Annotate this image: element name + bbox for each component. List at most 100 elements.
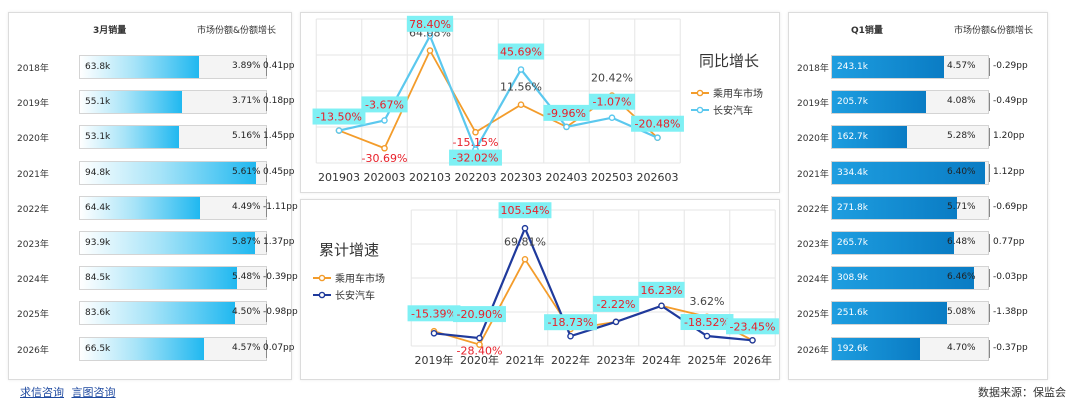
chart-title: 累计增速 [319,241,379,259]
data-label-box [592,295,640,312]
row-year: 2025年 [17,310,49,321]
x-tick-label: 202403 [546,171,588,184]
market-share: 4.70% [947,342,976,353]
share-growth: 0.41pp [263,61,295,71]
separator [989,163,990,182]
sales-bar [832,302,948,325]
footer-link-qiuxin[interactable]: 求信咨询 [20,386,64,399]
x-tick-label: 2022年 [551,353,590,367]
share-growth: 0.77pp [993,237,1025,247]
separator [989,128,990,147]
share-growth: -0.49pp [993,96,1028,107]
x-tick-label: 2021年 [506,353,545,367]
row-year: 2023年 [17,240,49,250]
share-growth: -0.98pp [263,307,298,318]
data-point [654,134,661,142]
data-label-text: -3.67% [365,98,404,111]
data-label-text: 45.69% [500,46,542,59]
data-point [517,101,525,108]
data-label: 20.42% [591,72,633,85]
share-growth: -0.39pp [263,272,298,283]
data-label-box [638,281,685,298]
bar-track: 308.9k [831,266,989,291]
data-label-box [680,314,734,331]
table-row: 2018年 63.8k 3.89% 0.41pp [9,55,295,79]
data-label: -23.45% [726,318,779,335]
data-label: -18.73% [544,314,597,331]
data-label-box [498,202,552,219]
legend-marker [318,291,326,299]
sales-bar [80,56,199,78]
table-row: 2021年 94.8k 5.61% 0.45pp [9,160,294,185]
bar-track: 162.7k [831,125,989,150]
separator [266,269,267,288]
sales-bar [832,267,974,290]
row-year: 2019年 [797,99,829,110]
footer-links: 求信咨询 言图咨询 [20,384,120,400]
data-label: -32.02% [449,149,502,166]
data-label: 45.69% [497,43,545,60]
share-growth: 0.18pp [263,96,295,107]
sales-bar [832,337,921,360]
sales-bar [832,91,927,114]
table-row: 2026年 192.6k 4.70% -0.37pp [789,336,1047,361]
data-label-text: -30.69% [362,152,408,165]
row-year: 2021年 [17,169,49,180]
data-label: -3.67% [361,96,408,113]
data-label: 69.81% [504,235,546,248]
market-share: 4.50% [232,307,261,318]
sales-bar [832,232,954,254]
data-label: -28.40% [457,345,503,358]
row-year: 2018年 [17,64,49,74]
x-tick-label: 202103 [409,171,451,184]
row-year: 2024年 [797,275,829,286]
sales-bar [832,126,907,149]
share-growth: -0.37pp [993,342,1028,353]
legend-label: 长安汽车 [713,104,753,117]
data-point [426,47,434,54]
share-growth: 1.37pp [263,237,295,247]
separator [989,269,990,288]
row-year: 2021年 [797,169,829,180]
sales-bar [80,196,200,219]
data-label: 105.54% [498,202,552,219]
separator [266,58,267,76]
table-row: 2025年 251.6k 5.08% -1.38pp [789,301,1047,326]
sales-value: 94.8k [85,167,111,178]
data-label-text: -28.40% [457,345,503,358]
bar-track: 94.8k [79,160,267,185]
market-share: 6.46% [947,272,976,283]
legend-label: 乘用车市场 [713,87,763,100]
data-label: -2.22% [592,295,640,312]
data-label-box [361,96,408,113]
data-point [476,341,483,348]
data-label: -15.39% [407,305,461,322]
sales-value: 63.8k [85,62,111,72]
separator [266,128,267,147]
share-growth: -1.38pp [993,307,1028,318]
market-share: 6.48% [947,237,976,247]
sales-bar [832,161,986,184]
data-label-text: -13.50% [316,111,362,124]
sales-bar [80,126,179,149]
data-label: -20.48% [631,115,684,132]
x-tick-label: 2019年 [415,353,454,367]
yoy-growth-chart: 201903 202003 202103 202203 202303 202403 2025… [312,15,763,184]
row-year: 2020年 [797,134,829,145]
data-label: -30.69% [362,152,408,165]
table-row: 2019年 55.1k 3.71% 0.18pp [9,90,295,115]
legend-marker [318,274,326,282]
data-point [658,302,665,310]
data-label-text: -32.02% [453,152,499,165]
share-growth: -0.29pp [993,61,1028,71]
market-share: 5.28% [947,131,976,142]
data-label-text: -18.73% [548,316,594,329]
data-point [563,123,570,131]
data-label: -9.96% [543,104,590,121]
data-label: 11.56% [500,81,542,94]
footer-link-yantu[interactable]: 言图咨询 [71,386,116,399]
sales-value: 192.6k [837,343,868,354]
table-row: 2025年 83.6k 4.50% -0.98pp [9,301,298,326]
market-share: 4.57% [947,61,976,71]
bar-track: 53.1k [79,125,267,150]
